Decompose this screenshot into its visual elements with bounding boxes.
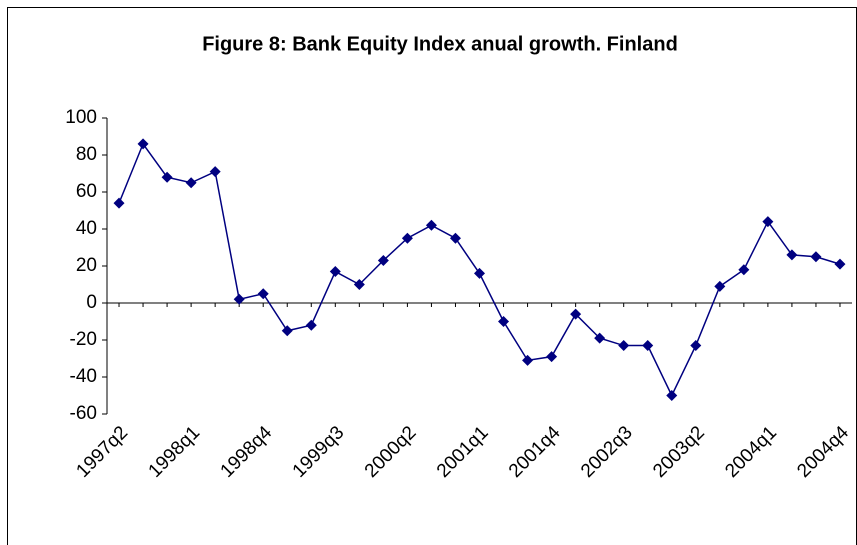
marker (449, 232, 461, 244)
marker (161, 171, 173, 183)
y-tick-label: -60 (70, 403, 97, 424)
marker (738, 264, 750, 276)
marker (570, 308, 582, 320)
y-tick-label: -20 (70, 329, 97, 350)
y-tick-label: -40 (70, 366, 97, 387)
marker (546, 351, 558, 363)
marker (594, 332, 606, 344)
marker (305, 319, 317, 331)
marker (377, 254, 389, 266)
marker (810, 251, 822, 263)
marker (257, 288, 269, 300)
marker (137, 138, 149, 150)
chart-border (7, 7, 857, 545)
marker (474, 267, 485, 279)
marker (522, 354, 534, 366)
marker (281, 325, 293, 337)
marker (690, 340, 702, 352)
y-tick-label: 20 (76, 255, 97, 276)
marker (642, 340, 654, 352)
marker (762, 216, 774, 228)
marker (401, 232, 413, 244)
marker (233, 293, 245, 305)
marker (714, 280, 726, 292)
marker (113, 197, 125, 209)
marker (498, 316, 510, 327)
marker (353, 279, 365, 290)
marker (185, 177, 197, 189)
marker (209, 166, 221, 178)
y-tick-label: 0 (86, 292, 97, 313)
marker (834, 258, 846, 270)
marker (425, 219, 437, 231)
marker (786, 249, 798, 261)
y-tick-label: 40 (76, 218, 97, 239)
y-tick-label: 100 (65, 107, 97, 128)
y-tick-label: 80 (76, 144, 97, 165)
marker (666, 390, 678, 401)
chart-title: Figure 8: Bank Equity Index anual growth… (202, 33, 678, 55)
marker (329, 266, 341, 278)
marker (618, 340, 630, 352)
y-tick-label: 60 (76, 181, 97, 202)
